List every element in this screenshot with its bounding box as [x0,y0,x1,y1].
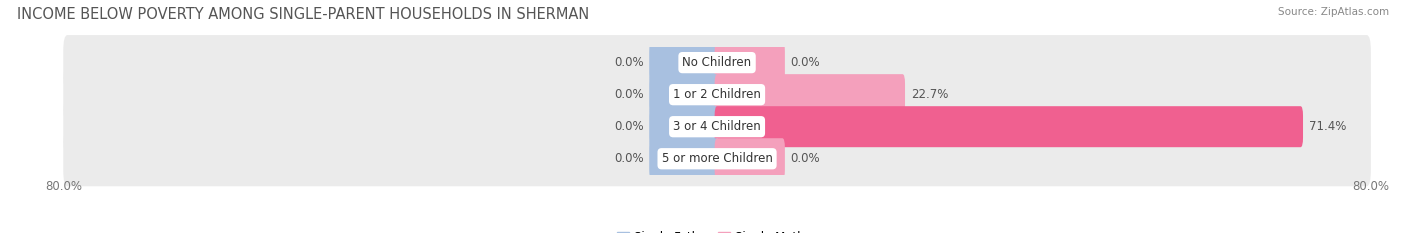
Text: 0.0%: 0.0% [790,152,820,165]
Text: INCOME BELOW POVERTY AMONG SINGLE-PARENT HOUSEHOLDS IN SHERMAN: INCOME BELOW POVERTY AMONG SINGLE-PARENT… [17,7,589,22]
Text: 5 or more Children: 5 or more Children [662,152,772,165]
Text: 1 or 2 Children: 1 or 2 Children [673,88,761,101]
Text: 22.7%: 22.7% [911,88,948,101]
FancyBboxPatch shape [714,106,1303,147]
Text: 3 or 4 Children: 3 or 4 Children [673,120,761,133]
FancyBboxPatch shape [650,42,720,83]
Text: 71.4%: 71.4% [1309,120,1346,133]
FancyBboxPatch shape [714,74,905,115]
Text: Source: ZipAtlas.com: Source: ZipAtlas.com [1278,7,1389,17]
FancyBboxPatch shape [714,42,785,83]
FancyBboxPatch shape [63,99,1371,154]
Text: 0.0%: 0.0% [614,56,644,69]
FancyBboxPatch shape [63,131,1371,186]
Text: No Children: No Children [682,56,752,69]
FancyBboxPatch shape [650,106,720,147]
FancyBboxPatch shape [63,35,1371,90]
FancyBboxPatch shape [714,138,785,179]
FancyBboxPatch shape [63,67,1371,122]
Legend: Single Father, Single Mother: Single Father, Single Mother [613,226,821,233]
Text: 0.0%: 0.0% [790,56,820,69]
FancyBboxPatch shape [650,138,720,179]
FancyBboxPatch shape [650,74,720,115]
Text: 0.0%: 0.0% [614,120,644,133]
Text: 0.0%: 0.0% [614,88,644,101]
Text: 0.0%: 0.0% [614,152,644,165]
